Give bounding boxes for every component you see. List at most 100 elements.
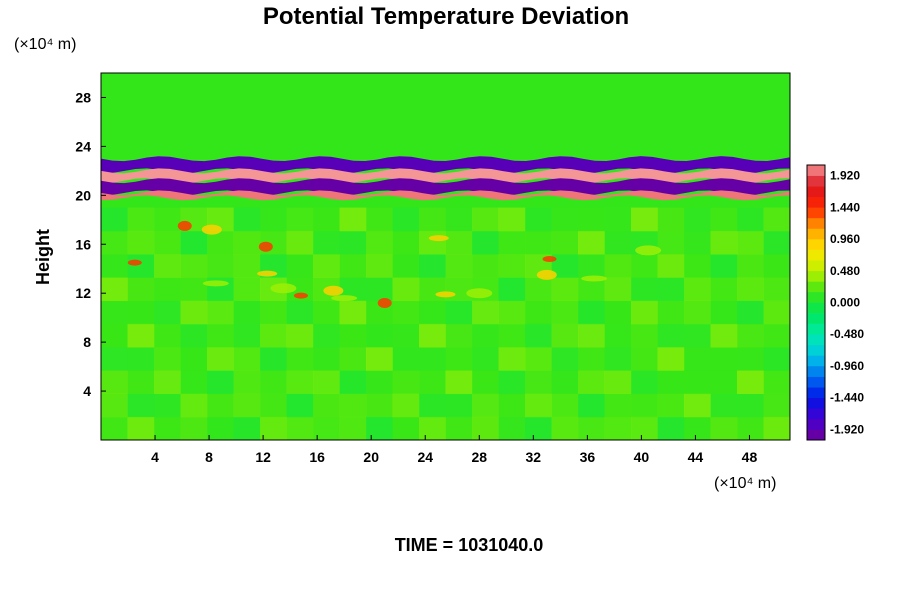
- field-cell: [286, 254, 314, 278]
- field-cell: [472, 323, 499, 348]
- field-cell: [631, 207, 658, 232]
- field-cell: [578, 370, 605, 395]
- field-cell: [392, 277, 420, 302]
- field-cell: [657, 230, 685, 255]
- field-cell: [392, 370, 420, 395]
- field-cell: [101, 300, 128, 325]
- field-cell: [233, 277, 261, 302]
- field-cell: [631, 416, 658, 441]
- field-cell: [445, 300, 473, 325]
- field-cell: [710, 277, 738, 302]
- field-cell: [737, 277, 764, 302]
- colorbar-tick-label: 1.920: [830, 169, 860, 183]
- field-cell: [154, 230, 181, 255]
- field-cell: [710, 393, 738, 418]
- field-cell: [472, 230, 499, 255]
- field-cell: [445, 323, 473, 348]
- colorbar-bin: [807, 228, 825, 240]
- field-cell: [286, 416, 314, 441]
- field-cell: [498, 347, 526, 371]
- field-cell: [366, 230, 393, 255]
- colorbar-bin: [807, 418, 825, 430]
- field-cell: [419, 416, 446, 441]
- colorbar-tick-label: -0.480: [830, 327, 864, 341]
- field-cell: [392, 230, 420, 255]
- heatmap-field: [101, 207, 791, 441]
- plot-frame: [100, 72, 791, 441]
- colorbar-bin: [807, 196, 825, 208]
- field-cell: [207, 230, 234, 255]
- warm-patch: [635, 245, 662, 256]
- field-cell: [578, 230, 605, 255]
- field-cell: [604, 370, 632, 395]
- field-cell: [710, 323, 738, 348]
- field-cell: [180, 416, 208, 441]
- colorbar-tick-label: 0.960: [830, 232, 860, 246]
- warm-patch: [323, 285, 344, 296]
- field-cell: [498, 416, 526, 441]
- field-cell: [392, 323, 420, 348]
- field-cell: [101, 254, 128, 278]
- field-cell: [127, 230, 155, 255]
- field-cell: [339, 254, 367, 278]
- field-cell: [313, 254, 340, 278]
- field-cell: [604, 323, 632, 348]
- field-cell: [763, 277, 791, 302]
- colorbar-bin: [807, 175, 825, 187]
- field-cell: [684, 347, 711, 371]
- field-cell: [684, 230, 711, 255]
- colorbar-bin: [807, 387, 825, 398]
- field-cell: [286, 230, 314, 255]
- field-cell: [313, 393, 340, 418]
- field-cell: [631, 323, 658, 348]
- field-cell: [127, 370, 155, 395]
- field-cell: [180, 300, 208, 325]
- field-cell: [498, 254, 526, 278]
- x-axis-ticks: 4 8 12 16 20 24 28 32 36 40 44 48: [151, 435, 757, 465]
- field-cell: [366, 393, 393, 418]
- field-cell: [578, 300, 605, 325]
- colorbar-tick-label: 1.440: [830, 200, 860, 214]
- field-cell: [551, 370, 579, 395]
- field-cell: [392, 416, 420, 441]
- field-cell: [737, 323, 764, 348]
- colorbar-tick-label: 0.480: [830, 264, 860, 278]
- field-cell: [710, 347, 738, 371]
- field-cell: [604, 230, 632, 255]
- field-cell: [339, 230, 367, 255]
- field-cell: [657, 300, 685, 325]
- y-tick-label: 20: [75, 187, 91, 203]
- field-cell: [604, 207, 632, 232]
- field-cell: [684, 370, 711, 395]
- field-cell: [551, 416, 579, 441]
- y-axis-unit: (×10⁴ m): [14, 36, 76, 53]
- field-cell: [657, 254, 685, 278]
- field-cell: [392, 254, 420, 278]
- field-cell: [684, 323, 711, 348]
- field-cell: [737, 347, 764, 371]
- tropopause-band-lower-warm: [101, 190, 790, 201]
- field-cell: [578, 323, 605, 348]
- field-cell: [710, 230, 738, 255]
- field-cell: [101, 207, 128, 232]
- field-cell: [127, 254, 155, 278]
- field-cell: [180, 393, 208, 418]
- field-cell: [366, 254, 393, 278]
- warm-patch: [202, 280, 229, 287]
- y-tick-label: 24: [75, 138, 91, 154]
- warm-patch: [293, 292, 308, 299]
- field-cell: [392, 207, 420, 232]
- colorbar-bin: [807, 217, 825, 229]
- field-cell: [392, 393, 420, 418]
- field-cell: [207, 416, 234, 441]
- field-cell: [631, 300, 658, 325]
- field-cell: [339, 300, 367, 325]
- field-cell: [127, 347, 155, 371]
- field-cell: [551, 277, 579, 302]
- field-cell: [763, 393, 791, 418]
- field-cell: [525, 347, 552, 371]
- field-cell: [101, 393, 128, 418]
- field-cell: [657, 277, 685, 302]
- x-tick-label: 48: [742, 449, 758, 465]
- field-cell: [498, 300, 526, 325]
